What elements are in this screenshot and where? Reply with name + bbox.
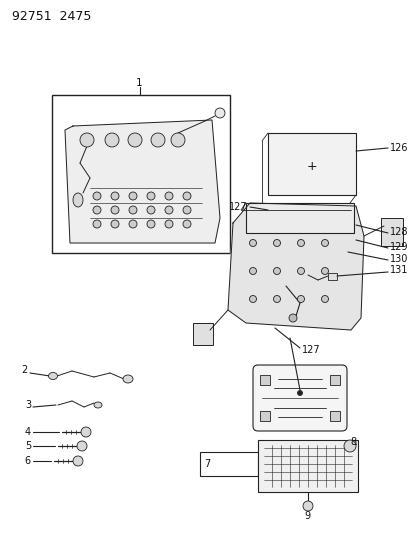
Polygon shape [65,120,219,243]
Text: 131: 131 [389,265,407,275]
Ellipse shape [94,402,102,408]
Circle shape [93,220,101,228]
Circle shape [93,206,101,214]
Circle shape [343,440,355,452]
Circle shape [129,192,137,200]
Bar [199,452,257,476]
Circle shape [73,456,83,466]
Circle shape [128,133,142,147]
Circle shape [111,220,119,228]
Circle shape [165,206,173,214]
Text: 5: 5 [25,441,31,451]
Circle shape [321,268,328,274]
Text: 128: 128 [389,227,408,237]
Text: 6: 6 [25,456,31,466]
Circle shape [171,133,185,147]
Circle shape [81,427,91,437]
Ellipse shape [123,375,133,383]
Circle shape [321,239,328,246]
Bar [245,203,353,233]
Bar [329,411,339,421]
Circle shape [297,295,304,303]
Circle shape [129,206,137,214]
Circle shape [147,220,154,228]
Circle shape [297,391,302,395]
Bar [327,273,336,280]
Circle shape [249,295,256,303]
Bar [329,375,339,385]
Text: 2: 2 [22,365,28,375]
Bar [259,411,269,421]
Circle shape [288,314,296,322]
Circle shape [249,239,256,246]
Text: 127: 127 [301,345,320,355]
Bar [52,95,230,253]
Circle shape [151,133,165,147]
Text: 92751  2475: 92751 2475 [12,10,91,22]
Circle shape [214,108,224,118]
Text: 129: 129 [389,242,408,252]
Circle shape [297,268,304,274]
Text: 1: 1 [136,78,142,88]
Text: 3: 3 [25,400,31,410]
Circle shape [80,133,94,147]
Circle shape [165,192,173,200]
Circle shape [147,206,154,214]
Circle shape [183,206,190,214]
Bar [259,375,269,385]
Ellipse shape [73,193,83,207]
Circle shape [183,220,190,228]
Circle shape [165,220,173,228]
Circle shape [147,192,154,200]
Text: 130: 130 [389,254,407,264]
FancyBboxPatch shape [252,365,346,431]
Bar [192,323,212,345]
Circle shape [105,133,119,147]
Circle shape [297,239,304,246]
Circle shape [77,441,87,451]
Text: 4: 4 [25,427,31,437]
Text: 9: 9 [303,511,309,521]
Circle shape [111,192,119,200]
Circle shape [93,192,101,200]
Circle shape [129,220,137,228]
Bar [380,218,402,246]
Bar [257,440,357,492]
Polygon shape [228,203,363,330]
Circle shape [302,501,312,511]
Ellipse shape [48,373,57,379]
Text: 126: 126 [389,143,408,153]
Circle shape [183,192,190,200]
Circle shape [273,268,280,274]
Bar [267,133,355,195]
Circle shape [321,295,328,303]
Circle shape [111,206,119,214]
Text: 7: 7 [204,459,210,469]
Circle shape [249,268,256,274]
Text: 8: 8 [349,437,355,447]
Circle shape [273,295,280,303]
Circle shape [273,239,280,246]
Text: +: + [306,159,316,173]
Text: 127: 127 [229,202,247,212]
